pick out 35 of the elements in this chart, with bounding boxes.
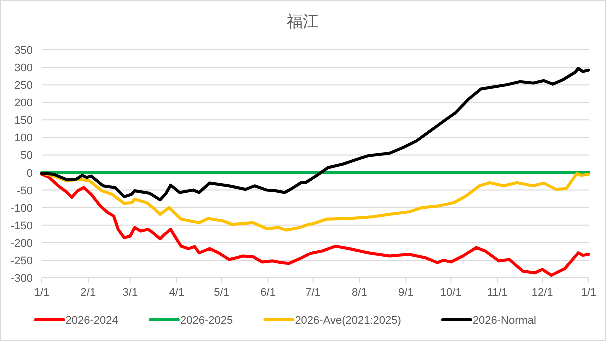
chart-title: 福江 xyxy=(287,13,319,31)
y-tick-label: -250 xyxy=(10,255,33,268)
x-tick-label: 5/1 xyxy=(214,287,230,299)
y-tick-label: -50 xyxy=(17,185,33,198)
y-tick-label: 350 xyxy=(14,45,33,57)
y-tick-label: 150 xyxy=(14,115,33,128)
x-tick-label: 8/1 xyxy=(352,287,368,299)
y-tick-label: -150 xyxy=(10,220,33,232)
y-tick-label: 100 xyxy=(14,132,33,145)
line-series xyxy=(40,173,590,278)
y-tick-label: 0 xyxy=(26,168,33,180)
x-tick-label: 2/1 xyxy=(80,287,96,299)
x-tick-label: 4/1 xyxy=(169,287,185,299)
legend-label: 2026-Ave(2021:2025) xyxy=(295,315,402,327)
legend-label: 2026-2024 xyxy=(66,315,118,327)
legend-label: 2026-2025 xyxy=(180,315,234,327)
y-tick-label: -300 xyxy=(10,273,33,285)
x-tick-label: 12/1 xyxy=(532,287,554,299)
line-series xyxy=(40,67,590,202)
x-tick-label: 9/1 xyxy=(398,287,414,299)
y-tick-label: 50 xyxy=(20,150,33,162)
x-tick-label: 1/1 xyxy=(581,287,597,299)
x-tick-label: 6/1 xyxy=(260,287,276,299)
y-tick-label: 200 xyxy=(14,98,33,110)
line-series xyxy=(40,172,590,232)
x-tick-label: 7/1 xyxy=(306,287,321,299)
x-tick-label: 1/1 xyxy=(34,287,50,299)
legend-label: 2026-Normal xyxy=(472,315,536,327)
y-tick-label: 250 xyxy=(14,80,33,92)
y-tick-label: 300 xyxy=(14,62,33,75)
y-tick-label: -100 xyxy=(10,202,33,215)
y-tick-label: -200 xyxy=(10,238,33,250)
x-tick-label: 11/1 xyxy=(487,287,508,299)
x-tick-label: 3/1 xyxy=(122,287,138,299)
x-tick-label: 10/1 xyxy=(440,287,462,299)
